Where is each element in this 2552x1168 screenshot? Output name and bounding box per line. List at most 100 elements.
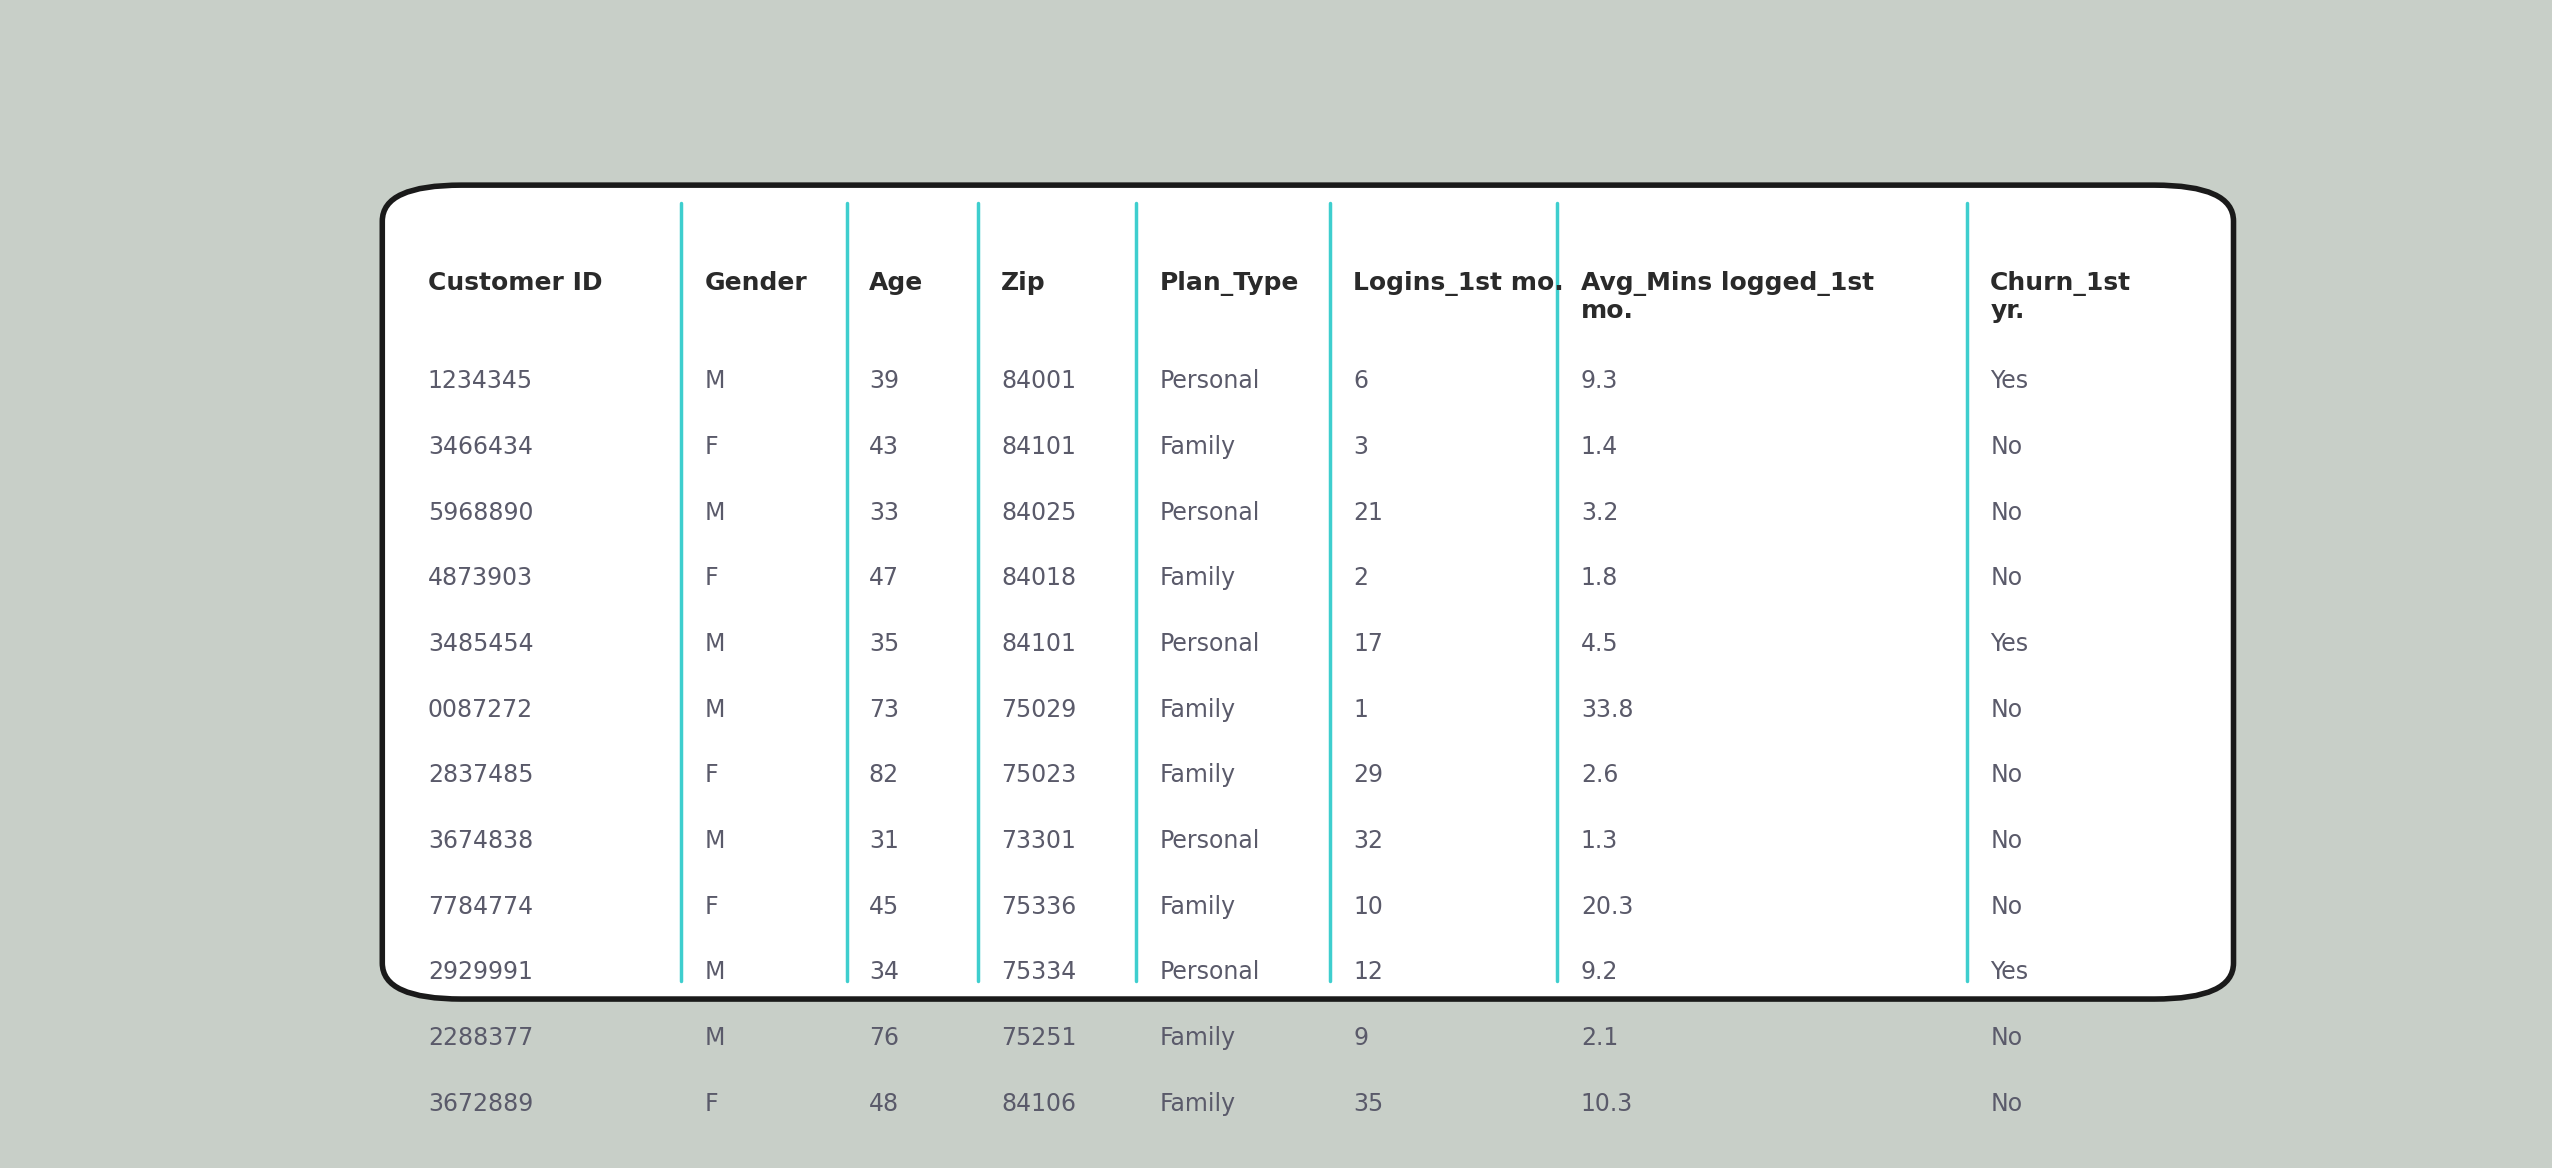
- Text: 45: 45: [868, 895, 898, 919]
- Text: Logins_1st mo.: Logins_1st mo.: [1353, 271, 1564, 296]
- Text: Personal: Personal: [1159, 501, 1261, 524]
- Text: Avg_Mins logged_1st
mo.: Avg_Mins logged_1st mo.: [1580, 271, 1873, 324]
- Text: No: No: [1991, 436, 2021, 459]
- Text: 2.6: 2.6: [1580, 764, 1618, 787]
- Text: Family: Family: [1159, 764, 1235, 787]
- Text: Age: Age: [868, 271, 924, 294]
- Text: 75251: 75251: [1000, 1026, 1077, 1050]
- Text: 84101: 84101: [1000, 436, 1077, 459]
- Text: M: M: [704, 1026, 725, 1050]
- Text: Family: Family: [1159, 1026, 1235, 1050]
- Text: 10: 10: [1353, 895, 1383, 919]
- Text: Plan_Type: Plan_Type: [1159, 271, 1299, 296]
- Text: 10.3: 10.3: [1580, 1092, 1633, 1115]
- Text: 75023: 75023: [1000, 764, 1077, 787]
- Text: 3672889: 3672889: [429, 1092, 533, 1115]
- Text: 3466434: 3466434: [429, 436, 533, 459]
- Text: 43: 43: [868, 436, 898, 459]
- Text: 84001: 84001: [1000, 369, 1077, 394]
- Text: 2: 2: [1353, 566, 1368, 591]
- Text: F: F: [704, 436, 717, 459]
- Text: M: M: [704, 697, 725, 722]
- Text: No: No: [1991, 566, 2021, 591]
- Text: 84101: 84101: [1000, 632, 1077, 656]
- Text: No: No: [1991, 697, 2021, 722]
- Text: Yes: Yes: [1991, 960, 2029, 985]
- Text: 32: 32: [1353, 829, 1383, 853]
- Text: 3: 3: [1353, 436, 1368, 459]
- Text: Family: Family: [1159, 1092, 1235, 1115]
- Text: 5968890: 5968890: [429, 501, 533, 524]
- Text: 9.3: 9.3: [1580, 369, 1618, 394]
- Text: 39: 39: [868, 369, 898, 394]
- Text: 1.3: 1.3: [1580, 829, 1618, 853]
- Text: M: M: [704, 369, 725, 394]
- Text: 2929991: 2929991: [429, 960, 533, 985]
- Text: F: F: [704, 895, 717, 919]
- Text: Personal: Personal: [1159, 632, 1261, 656]
- Text: Yes: Yes: [1991, 369, 2029, 394]
- Text: Personal: Personal: [1159, 369, 1261, 394]
- Text: 29: 29: [1353, 764, 1383, 787]
- Text: M: M: [704, 501, 725, 524]
- Text: Personal: Personal: [1159, 960, 1261, 985]
- Text: Family: Family: [1159, 697, 1235, 722]
- Text: F: F: [704, 1092, 717, 1115]
- Text: 73301: 73301: [1000, 829, 1077, 853]
- Text: 76: 76: [868, 1026, 898, 1050]
- Text: Family: Family: [1159, 566, 1235, 591]
- Text: 2288377: 2288377: [429, 1026, 533, 1050]
- Text: Family: Family: [1159, 436, 1235, 459]
- Text: 12: 12: [1353, 960, 1383, 985]
- Text: 7784774: 7784774: [429, 895, 533, 919]
- Text: 84018: 84018: [1000, 566, 1077, 591]
- Text: No: No: [1991, 895, 2021, 919]
- Text: 9.2: 9.2: [1580, 960, 1618, 985]
- Text: 1.4: 1.4: [1580, 436, 1618, 459]
- Text: 1234345: 1234345: [429, 369, 533, 394]
- Text: F: F: [704, 566, 717, 591]
- Text: 33.8: 33.8: [1580, 697, 1633, 722]
- Text: 6: 6: [1353, 369, 1368, 394]
- Text: 17: 17: [1353, 632, 1383, 656]
- Text: 2.1: 2.1: [1580, 1026, 1618, 1050]
- Text: 34: 34: [868, 960, 898, 985]
- FancyBboxPatch shape: [383, 186, 2233, 999]
- Text: 75334: 75334: [1000, 960, 1077, 985]
- Text: 0087272: 0087272: [429, 697, 533, 722]
- Text: 84025: 84025: [1000, 501, 1077, 524]
- Text: Gender: Gender: [704, 271, 806, 294]
- Text: 48: 48: [868, 1092, 898, 1115]
- Text: No: No: [1991, 1026, 2021, 1050]
- Text: M: M: [704, 960, 725, 985]
- Text: 3485454: 3485454: [429, 632, 533, 656]
- Text: Zip: Zip: [1000, 271, 1046, 294]
- Text: 3.2: 3.2: [1580, 501, 1618, 524]
- Text: 35: 35: [868, 632, 898, 656]
- Text: 75029: 75029: [1000, 697, 1077, 722]
- Text: 4873903: 4873903: [429, 566, 533, 591]
- Text: 2837485: 2837485: [429, 764, 533, 787]
- Text: Family: Family: [1159, 895, 1235, 919]
- Text: 21: 21: [1353, 501, 1383, 524]
- Text: No: No: [1991, 764, 2021, 787]
- Text: Churn_1st
yr.: Churn_1st yr.: [1991, 271, 2131, 324]
- Text: 3674838: 3674838: [429, 829, 533, 853]
- Text: 20.3: 20.3: [1580, 895, 1633, 919]
- Text: 31: 31: [868, 829, 898, 853]
- Text: 75336: 75336: [1000, 895, 1077, 919]
- Text: No: No: [1991, 829, 2021, 853]
- Text: 73: 73: [868, 697, 898, 722]
- Text: No: No: [1991, 501, 2021, 524]
- Text: 4.5: 4.5: [1580, 632, 1618, 656]
- Text: No: No: [1991, 1092, 2021, 1115]
- Text: 9: 9: [1353, 1026, 1368, 1050]
- Text: 47: 47: [868, 566, 898, 591]
- Text: 1.8: 1.8: [1580, 566, 1618, 591]
- Text: M: M: [704, 829, 725, 853]
- Text: 35: 35: [1353, 1092, 1383, 1115]
- Text: 84106: 84106: [1000, 1092, 1077, 1115]
- Text: 1: 1: [1353, 697, 1368, 722]
- Text: M: M: [704, 632, 725, 656]
- Text: Personal: Personal: [1159, 829, 1261, 853]
